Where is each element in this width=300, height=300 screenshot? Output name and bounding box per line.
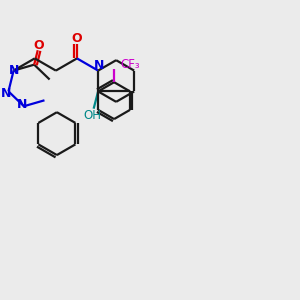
- Text: OH: OH: [83, 109, 101, 122]
- Text: N: N: [94, 59, 104, 72]
- Text: O: O: [72, 32, 82, 45]
- Text: N: N: [1, 87, 11, 100]
- Text: N: N: [8, 64, 19, 77]
- Text: N: N: [17, 98, 28, 111]
- Text: CF₃: CF₃: [121, 58, 140, 71]
- Text: O: O: [34, 39, 44, 52]
